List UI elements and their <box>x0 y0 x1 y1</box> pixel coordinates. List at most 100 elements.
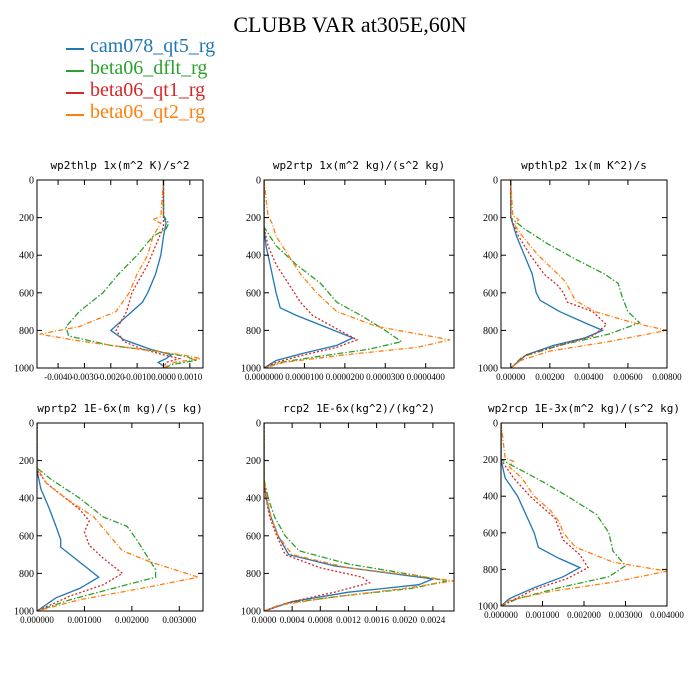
chart-title: wp2thlp 1x(m^2 K)/s^2 <box>50 159 189 172</box>
y-tick-label: 800 <box>483 326 498 337</box>
series-line <box>264 180 451 368</box>
plot-frame <box>36 422 204 612</box>
x-tick-label: 0.00400 <box>574 372 604 382</box>
legend-label: cam078_qt5_rg <box>90 35 216 57</box>
series-line <box>510 180 608 368</box>
chart-panel: wp2rtp 1x(m^2 kg)/(s^2 kg) 0 200 400 600 800 1… <box>241 159 455 382</box>
series-line <box>510 180 641 368</box>
x-tick-label: 0.002000 <box>115 615 149 625</box>
series-line <box>264 180 403 368</box>
y-tick-label: 200 <box>246 213 261 224</box>
x-tick-label: -0.0040 <box>44 372 72 382</box>
chart-title: wprtp2 1E-6x(m kg)/(s kg) <box>37 402 203 415</box>
y-tick-label: 1000 <box>241 607 261 618</box>
y-tick-label: 600 <box>246 288 261 299</box>
legend-swatch <box>66 114 84 116</box>
legend-swatch <box>66 48 84 50</box>
x-tick-label: 0.001000 <box>526 610 560 620</box>
series-line <box>264 423 454 611</box>
series-line <box>501 423 582 606</box>
series-line <box>37 423 100 611</box>
y-tick-label: 600 <box>19 531 34 542</box>
y-tick-label: 400 <box>483 492 498 503</box>
y-tick-label: 200 <box>246 456 261 467</box>
y-tick-label: 200 <box>19 213 34 224</box>
y-tick-label: 400 <box>246 494 261 505</box>
x-tick-label: 0.0024 <box>421 615 446 625</box>
y-tick-label: 600 <box>483 288 498 299</box>
plot-frame <box>263 179 455 369</box>
y-tick-label: 200 <box>19 456 34 467</box>
plot-frame <box>263 422 455 612</box>
x-tick-label: 0.0004 <box>280 615 305 625</box>
series-line <box>264 423 436 611</box>
legend-swatch <box>66 92 84 94</box>
x-tick-label: 0.0000200 <box>326 372 365 382</box>
series-line <box>37 423 157 611</box>
x-tick-label: -0.0020 <box>97 372 125 382</box>
chart-panel: wp2thlp 1x(m^2 K)/s^2 0 200 400 600 800 1000 -0… <box>14 159 204 382</box>
chart-panel: rcp2 1E-6x(kg^2)/(kg^2) 0 200 400 600 800 1000… <box>241 402 455 625</box>
x-tick-label: 0.0000400 <box>407 372 446 382</box>
chart-panel: wpthlp2 1x(m K^2)/s020040060080010000.00… <box>478 159 682 382</box>
x-tick-label: 0.003000 <box>609 610 643 620</box>
legend-label: beta06_dflt_rg <box>90 57 208 79</box>
y-tick-label: 1000 <box>478 602 498 613</box>
x-tick-label: 0.0000 <box>252 615 277 625</box>
x-tick-label: 0.00600 <box>613 372 643 382</box>
y-tick-label: 800 <box>19 569 34 580</box>
series-line <box>115 180 182 368</box>
y-tick-label: 400 <box>19 494 34 505</box>
chart-title: wpthlp2 1x(m K^2)/s <box>521 159 647 172</box>
series-line <box>65 180 198 368</box>
series-line <box>264 180 355 368</box>
series-line <box>501 423 590 606</box>
y-tick-label: 400 <box>246 251 261 262</box>
x-tick-label: 0.000000 <box>484 610 518 620</box>
y-tick-label: 600 <box>19 288 34 299</box>
y-tick-label: 600 <box>246 531 261 542</box>
y-tick-label: 800 <box>483 565 498 576</box>
chart-title: rcp2 1E-6x(kg^2)/(kg^2) <box>283 402 435 415</box>
x-tick-label: 0.00800 <box>652 372 682 382</box>
series-line <box>501 423 667 606</box>
y-tick-label: 1000 <box>241 364 261 375</box>
y-tick-label: 1000 <box>14 364 34 375</box>
series-line <box>109 180 173 368</box>
x-tick-label: 0.003000 <box>162 615 196 625</box>
chart-panel: wprtp2 1E-6x(m kg)/(s kg)0 200 400 600 800 10… <box>14 402 204 625</box>
legend-swatch <box>66 70 84 72</box>
x-tick-label: 0.0008 <box>308 615 333 625</box>
series-line <box>510 180 667 368</box>
series-line <box>264 180 359 368</box>
series-line <box>264 423 372 611</box>
x-tick-label: 0.0000300 <box>366 372 405 382</box>
y-tick-label: 400 <box>483 251 498 262</box>
y-tick-label: 0 <box>256 419 261 430</box>
y-tick-label: 0 <box>29 419 34 430</box>
series-line <box>39 180 201 368</box>
x-tick-label: 0.0000 <box>151 372 176 382</box>
chart-panel: wp2rcp 1E-3x(m^2 kg)/(s^2 kg) 0 200 400 600 8… <box>478 402 684 620</box>
y-tick-label: 0 <box>256 176 261 187</box>
y-tick-label: 0 <box>493 176 498 187</box>
series-line <box>37 423 124 611</box>
series-line <box>264 423 448 611</box>
x-tick-label: 0.0010 <box>177 372 202 382</box>
chart-title: wp2rcp 1E-3x(m^2 kg)/(s^2 kg) <box>488 402 680 415</box>
series-line <box>37 423 199 611</box>
x-tick-label: 0.001000 <box>68 615 102 625</box>
plot-frame <box>36 179 204 369</box>
x-tick-label: 0.004000 <box>650 610 684 620</box>
x-tick-label: 0.0016 <box>364 615 389 625</box>
y-tick-label: 600 <box>483 528 498 539</box>
x-tick-label: 0.0020 <box>392 615 417 625</box>
x-tick-label: 0.00200 <box>535 372 565 382</box>
x-tick-label: 0.0000000 <box>245 372 284 382</box>
x-tick-label: -0.0010 <box>123 372 151 382</box>
series-line <box>501 423 627 606</box>
y-tick-label: 0 <box>29 176 34 187</box>
chart-title: wp2rtp 1x(m^2 kg)/(s^2 kg) <box>273 159 445 172</box>
y-tick-label: 400 <box>19 251 34 262</box>
